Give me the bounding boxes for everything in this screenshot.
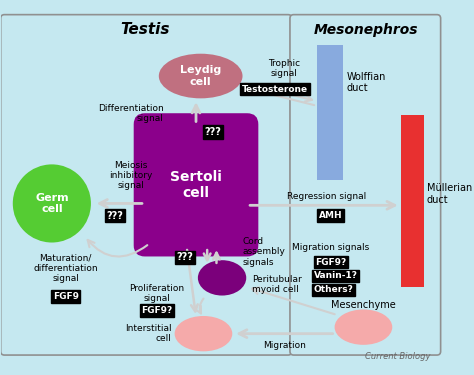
Ellipse shape xyxy=(335,309,392,345)
Text: Müllerian
duct: Müllerian duct xyxy=(427,183,472,205)
FancyBboxPatch shape xyxy=(134,113,258,256)
Text: Maturation/
differentiation
signal: Maturation/ differentiation signal xyxy=(34,254,98,284)
Text: Regression signal: Regression signal xyxy=(287,192,366,201)
Text: FGF9: FGF9 xyxy=(53,292,79,301)
Text: Germ
cell: Germ cell xyxy=(35,193,69,214)
Text: ???: ??? xyxy=(204,127,221,137)
FancyBboxPatch shape xyxy=(0,15,292,355)
Text: Testis: Testis xyxy=(120,22,170,37)
Text: ???: ??? xyxy=(107,210,124,220)
Circle shape xyxy=(13,164,91,243)
Text: Current Biology: Current Biology xyxy=(365,352,430,362)
Text: FGF9?: FGF9? xyxy=(141,306,173,315)
FancyBboxPatch shape xyxy=(290,15,441,355)
Text: Cord
assembly
signals: Cord assembly signals xyxy=(243,237,285,267)
Text: ???: ??? xyxy=(176,252,193,262)
Text: Migration: Migration xyxy=(263,341,306,350)
Text: Peritubular
myoid cell: Peritubular myoid cell xyxy=(252,274,301,294)
Text: Differentiation
signal: Differentiation signal xyxy=(98,104,164,123)
Text: Proliferation
signal: Proliferation signal xyxy=(129,284,184,303)
Text: Meiosis
inhibitory
signal: Meiosis inhibitory signal xyxy=(109,160,153,190)
Ellipse shape xyxy=(174,316,232,351)
Text: AMH: AMH xyxy=(319,211,343,220)
Text: Trophic
signal: Trophic signal xyxy=(268,59,301,78)
Text: Mesenchyme: Mesenchyme xyxy=(331,300,396,310)
Bar xyxy=(317,45,343,180)
Text: Others?: Others? xyxy=(314,285,354,294)
Text: Leydig
cell: Leydig cell xyxy=(180,65,221,87)
Text: Mesonephros: Mesonephros xyxy=(314,22,419,36)
Text: Sertoli
cell: Sertoli cell xyxy=(170,170,222,200)
Text: Migration signals: Migration signals xyxy=(292,243,370,252)
Bar xyxy=(401,115,424,287)
Ellipse shape xyxy=(159,54,243,98)
Text: Vanin-1?: Vanin-1? xyxy=(313,272,357,280)
Text: Wolffian
duct: Wolffian duct xyxy=(346,72,386,93)
Text: Interstitial
cell: Interstitial cell xyxy=(125,324,172,344)
Text: Testosterone: Testosterone xyxy=(242,84,308,93)
Text: FGF9?: FGF9? xyxy=(315,258,346,267)
Ellipse shape xyxy=(198,260,246,296)
